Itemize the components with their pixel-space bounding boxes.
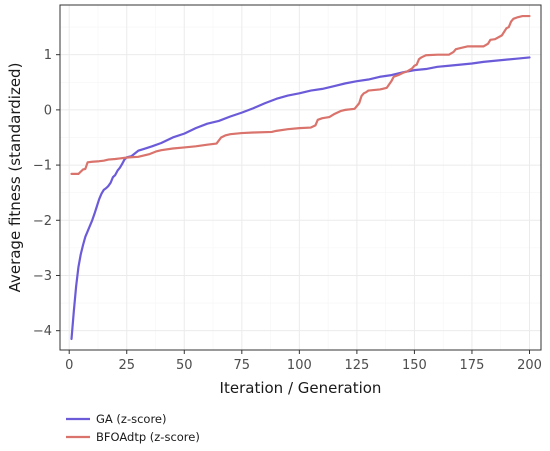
- x-axis-title: Iteration / Generation: [220, 379, 382, 397]
- plot-panel-border: [59, 4, 542, 351]
- x-tick-label: 150: [402, 358, 427, 373]
- axis-layer: 0 25 50 75 100 125 150 175 200 −4 −3 −2 −1 0 1 Iteratio…: [6, 48, 542, 397]
- x-tick-label: 25: [118, 358, 135, 373]
- legend: GA (z-score) BFOAdtp (z-score): [66, 412, 200, 444]
- legend-label-bfoadtp: BFOAdtp (z-score): [96, 430, 200, 444]
- y-tick-label: 1: [44, 48, 52, 63]
- x-tick-label: 200: [517, 358, 542, 373]
- x-tick-label: 0: [65, 358, 73, 373]
- y-axis-title: Average fitness (standardized): [6, 63, 24, 293]
- y-tick-label: −3: [33, 269, 52, 284]
- series-layer: [70, 14, 531, 341]
- bfoadtp-series-line: [70, 14, 531, 176]
- x-tick-label: 175: [460, 358, 485, 373]
- legend-label-ga: GA (z-score): [96, 412, 167, 426]
- y-tick-label: −2: [33, 214, 52, 229]
- ga-series-line: [70, 56, 531, 341]
- x-tick-label: 50: [176, 358, 193, 373]
- x-tick-label: 100: [287, 358, 312, 373]
- x-tick-label: 125: [344, 358, 369, 373]
- y-tick-label: 0: [44, 103, 52, 118]
- y-tick-label: −1: [33, 159, 52, 174]
- x-tick-label: 75: [234, 358, 251, 373]
- grid-layer: [60, 5, 541, 350]
- y-tick-label: −4: [33, 324, 52, 339]
